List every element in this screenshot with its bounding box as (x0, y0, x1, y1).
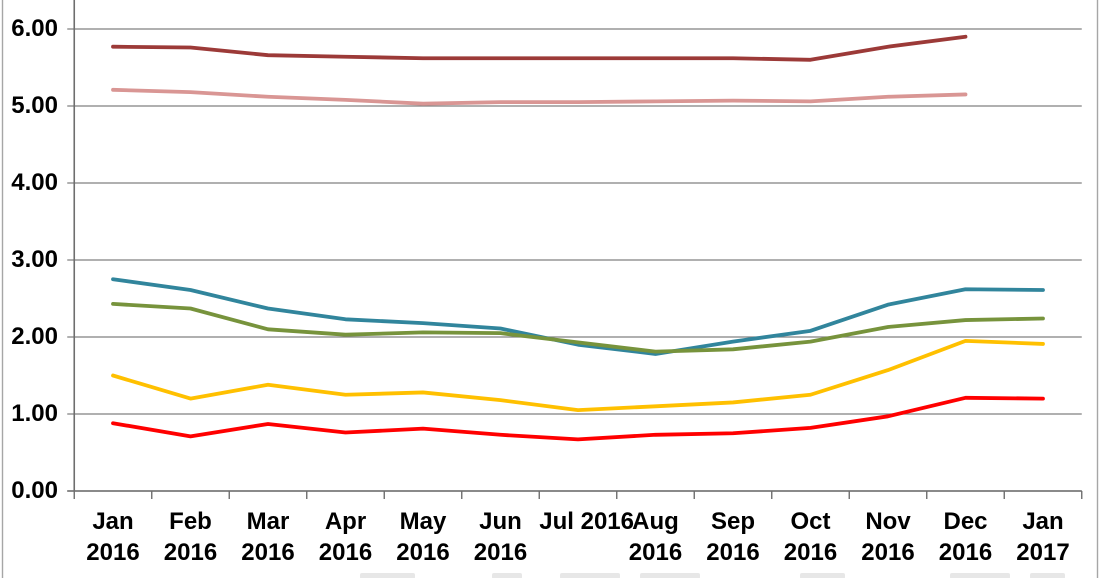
x-tick-label-line: Feb (169, 508, 212, 535)
x-tick-label-line: Jun (479, 508, 522, 535)
series-teal-line (111, 277, 1045, 356)
x-tick-label: May 2016 (384, 506, 462, 568)
series-red-line (111, 395, 1045, 442)
legend-fragment (560, 573, 620, 578)
x-tick-label-line: Jul 2016 (539, 508, 634, 535)
legend-fragment (492, 573, 522, 578)
x-tick-label-line: Apr (324, 508, 367, 535)
x-tick-label-line: 2016 (706, 539, 760, 566)
x-tick-label-line: Mar (246, 508, 290, 535)
legend-fragment (1030, 573, 1065, 578)
x-tick-label-line: Sep (710, 508, 755, 535)
x-tick-label-line: Nov (865, 508, 911, 535)
x-tick-label: Dec 2016 (927, 506, 1005, 568)
axes (67, 0, 1082, 492)
series-gold-line (111, 338, 1045, 413)
gridlines (67, 28, 1082, 492)
x-tick-label-line: 2016 (163, 539, 218, 566)
y-tick-label: 3.00 (11, 246, 58, 273)
y-tick-label: 4.00 (11, 169, 58, 196)
x-tick-label: Feb 2016 (152, 506, 230, 568)
x-tick-label-line: Oct (790, 508, 831, 535)
x-tick-label: Apr 2016 (307, 506, 385, 568)
x-tick-label-line: Dec (943, 508, 988, 535)
x-tick-label: Nov 2016 (849, 506, 927, 568)
legend-fragment (640, 573, 700, 578)
x-tick-label-line: 2016 (861, 539, 915, 566)
series-olive-line (111, 301, 1045, 354)
x-tick-label-line: May (399, 508, 447, 535)
x-tick-label: Aug 2016 (617, 506, 695, 568)
x-tick-label: Jan 2016 (74, 506, 152, 568)
x-tick-label-line: 2016 (783, 539, 838, 566)
x-tick-label-line: 2017 (1016, 539, 1070, 566)
y-tick-label: 1.00 (11, 400, 58, 427)
x-tick-label-line: Jan (92, 508, 134, 535)
x-tick-label: Mar 2016 (229, 506, 307, 568)
x-tick-label-line: 2016 (241, 539, 295, 566)
x-tick-label-line: 2016 (473, 539, 528, 566)
y-tick-label: 0.00 (11, 477, 58, 504)
x-axis-ticks (73, 491, 1083, 499)
series-dark-red-line (111, 34, 968, 62)
legend-fragment (360, 573, 415, 578)
y-tick-label: 6.00 (11, 15, 58, 42)
legend-fragment (800, 573, 845, 578)
legend-fragment (950, 573, 1010, 578)
x-tick-label-line: 2016 (318, 539, 373, 566)
x-tick-label-line: 2016 (628, 539, 683, 566)
x-tick-label: Oct 2016 (772, 506, 850, 568)
x-tick-label-line: Aug (632, 508, 679, 535)
x-tick-label: Sep 2016 (694, 506, 772, 568)
y-tick-label: 2.00 (11, 323, 58, 350)
x-tick-label-line: 2016 (86, 539, 140, 566)
x-tick-label: Jun 2016 (462, 506, 540, 568)
x-tick-label-line: Jan (1022, 508, 1064, 535)
x-tick-label-line: 2016 (396, 539, 450, 566)
y-tick-label: 5.00 (11, 92, 58, 119)
x-tick-label: Jan 2017 (1004, 506, 1082, 568)
x-tick-label: Jul 2016 (539, 506, 634, 537)
series-pink-line (111, 87, 968, 106)
x-tick-label-line: 2016 (938, 539, 993, 566)
